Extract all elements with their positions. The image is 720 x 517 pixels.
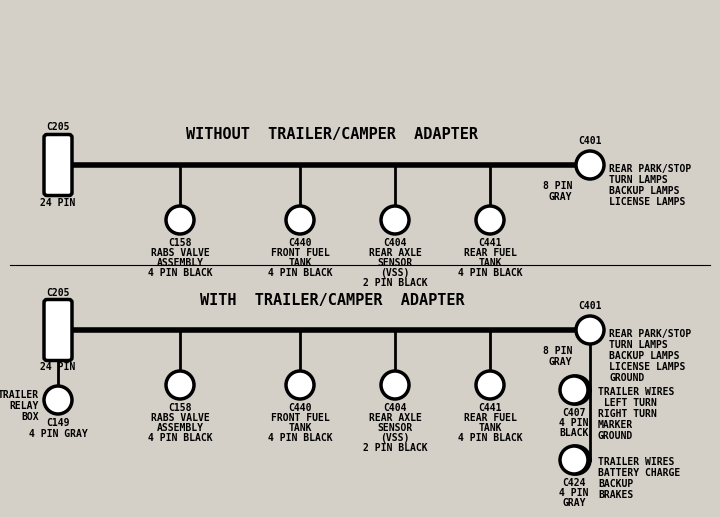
Text: ASSEMBLY: ASSEMBLY	[156, 258, 204, 268]
Text: REAR PARK/STOP: REAR PARK/STOP	[609, 329, 691, 339]
Text: GROUND: GROUND	[609, 373, 644, 383]
Circle shape	[560, 446, 588, 474]
Text: FRONT FUEL: FRONT FUEL	[271, 413, 329, 423]
Text: MARKER: MARKER	[598, 420, 634, 430]
Text: BATTERY CHARGE: BATTERY CHARGE	[598, 468, 680, 478]
Circle shape	[476, 206, 504, 234]
Text: C149: C149	[46, 418, 70, 428]
Circle shape	[166, 371, 194, 399]
Text: C440: C440	[288, 238, 312, 248]
Text: C440: C440	[288, 403, 312, 413]
Circle shape	[562, 376, 590, 404]
Text: TANK: TANK	[288, 258, 312, 268]
Text: GRAY: GRAY	[549, 357, 572, 367]
Circle shape	[576, 151, 604, 179]
Text: REAR PARK/STOP: REAR PARK/STOP	[609, 164, 691, 174]
Text: TURN LAMPS: TURN LAMPS	[609, 175, 667, 185]
Circle shape	[560, 376, 588, 404]
Circle shape	[381, 371, 409, 399]
Text: REAR FUEL: REAR FUEL	[464, 413, 516, 423]
Text: 4 PIN BLACK: 4 PIN BLACK	[148, 433, 212, 443]
Text: ASSEMBLY: ASSEMBLY	[156, 423, 204, 433]
Text: 4 PIN: 4 PIN	[559, 418, 589, 428]
Text: (VSS): (VSS)	[380, 268, 410, 278]
Text: GRAY: GRAY	[549, 192, 572, 202]
Text: 4 PIN BLACK: 4 PIN BLACK	[148, 268, 212, 278]
Text: LEFT TURN: LEFT TURN	[598, 398, 657, 408]
Text: TRAILER WIRES: TRAILER WIRES	[598, 457, 675, 467]
Text: TANK: TANK	[478, 423, 502, 433]
Circle shape	[576, 316, 604, 344]
Circle shape	[286, 371, 314, 399]
Text: C404: C404	[383, 238, 407, 248]
Text: C158: C158	[168, 238, 192, 248]
Text: 8 PIN: 8 PIN	[543, 346, 572, 356]
Text: 4 PIN BLACK: 4 PIN BLACK	[458, 433, 522, 443]
Circle shape	[44, 386, 72, 414]
Text: C441: C441	[478, 238, 502, 248]
Text: C205: C205	[46, 123, 70, 132]
Text: 8 PIN: 8 PIN	[543, 181, 572, 191]
Text: BACKUP LAMPS: BACKUP LAMPS	[609, 186, 680, 196]
FancyBboxPatch shape	[44, 134, 72, 195]
Text: RABS VALVE: RABS VALVE	[150, 248, 210, 258]
Text: BACKUP LAMPS: BACKUP LAMPS	[609, 351, 680, 361]
Circle shape	[562, 446, 590, 474]
Text: C424: C424	[562, 478, 586, 488]
Text: C401: C401	[578, 301, 602, 311]
Text: C158: C158	[168, 403, 192, 413]
Text: RIGHT TURN: RIGHT TURN	[598, 409, 657, 419]
Text: RABS VALVE: RABS VALVE	[150, 413, 210, 423]
Text: TANK: TANK	[288, 423, 312, 433]
Text: GRAY: GRAY	[562, 498, 586, 508]
Text: TURN LAMPS: TURN LAMPS	[609, 340, 667, 350]
Text: REAR AXLE: REAR AXLE	[369, 248, 421, 258]
Text: LICENSE LAMPS: LICENSE LAMPS	[609, 362, 685, 372]
Text: C441: C441	[478, 403, 502, 413]
Text: TRAILER: TRAILER	[0, 390, 39, 400]
Text: LICENSE LAMPS: LICENSE LAMPS	[609, 197, 685, 207]
Text: 24 PIN: 24 PIN	[40, 362, 76, 373]
Text: 2 PIN BLACK: 2 PIN BLACK	[363, 443, 427, 453]
Text: BRAKES: BRAKES	[598, 490, 634, 500]
Text: BOX: BOX	[22, 412, 39, 422]
Circle shape	[286, 206, 314, 234]
Text: REAR FUEL: REAR FUEL	[464, 248, 516, 258]
Text: 4 PIN GRAY: 4 PIN GRAY	[29, 429, 87, 439]
Text: FRONT FUEL: FRONT FUEL	[271, 248, 329, 258]
Text: SENSOR: SENSOR	[377, 258, 413, 268]
Text: BACKUP: BACKUP	[598, 479, 634, 489]
Text: SENSOR: SENSOR	[377, 423, 413, 433]
Circle shape	[166, 206, 194, 234]
Text: GROUND: GROUND	[598, 431, 634, 441]
Text: TRAILER WIRES: TRAILER WIRES	[598, 387, 675, 397]
Text: TANK: TANK	[478, 258, 502, 268]
Text: C401: C401	[578, 136, 602, 146]
Circle shape	[476, 371, 504, 399]
Text: 4 PIN BLACK: 4 PIN BLACK	[458, 268, 522, 278]
Circle shape	[381, 206, 409, 234]
Text: C205: C205	[46, 287, 70, 297]
Text: 4 PIN BLACK: 4 PIN BLACK	[268, 268, 333, 278]
Text: C407: C407	[562, 408, 586, 418]
Text: C404: C404	[383, 403, 407, 413]
Text: REAR AXLE: REAR AXLE	[369, 413, 421, 423]
Text: RELAY: RELAY	[9, 401, 39, 411]
Text: 2 PIN BLACK: 2 PIN BLACK	[363, 278, 427, 288]
Text: 4 PIN: 4 PIN	[559, 488, 589, 498]
Text: WITH  TRAILER/CAMPER  ADAPTER: WITH TRAILER/CAMPER ADAPTER	[200, 293, 465, 308]
Text: (VSS): (VSS)	[380, 433, 410, 443]
Text: 24 PIN: 24 PIN	[40, 197, 76, 207]
FancyBboxPatch shape	[44, 299, 72, 360]
Text: BLACK: BLACK	[559, 428, 589, 438]
Text: WITHOUT  TRAILER/CAMPER  ADAPTER: WITHOUT TRAILER/CAMPER ADAPTER	[186, 128, 479, 143]
Text: 4 PIN BLACK: 4 PIN BLACK	[268, 433, 333, 443]
